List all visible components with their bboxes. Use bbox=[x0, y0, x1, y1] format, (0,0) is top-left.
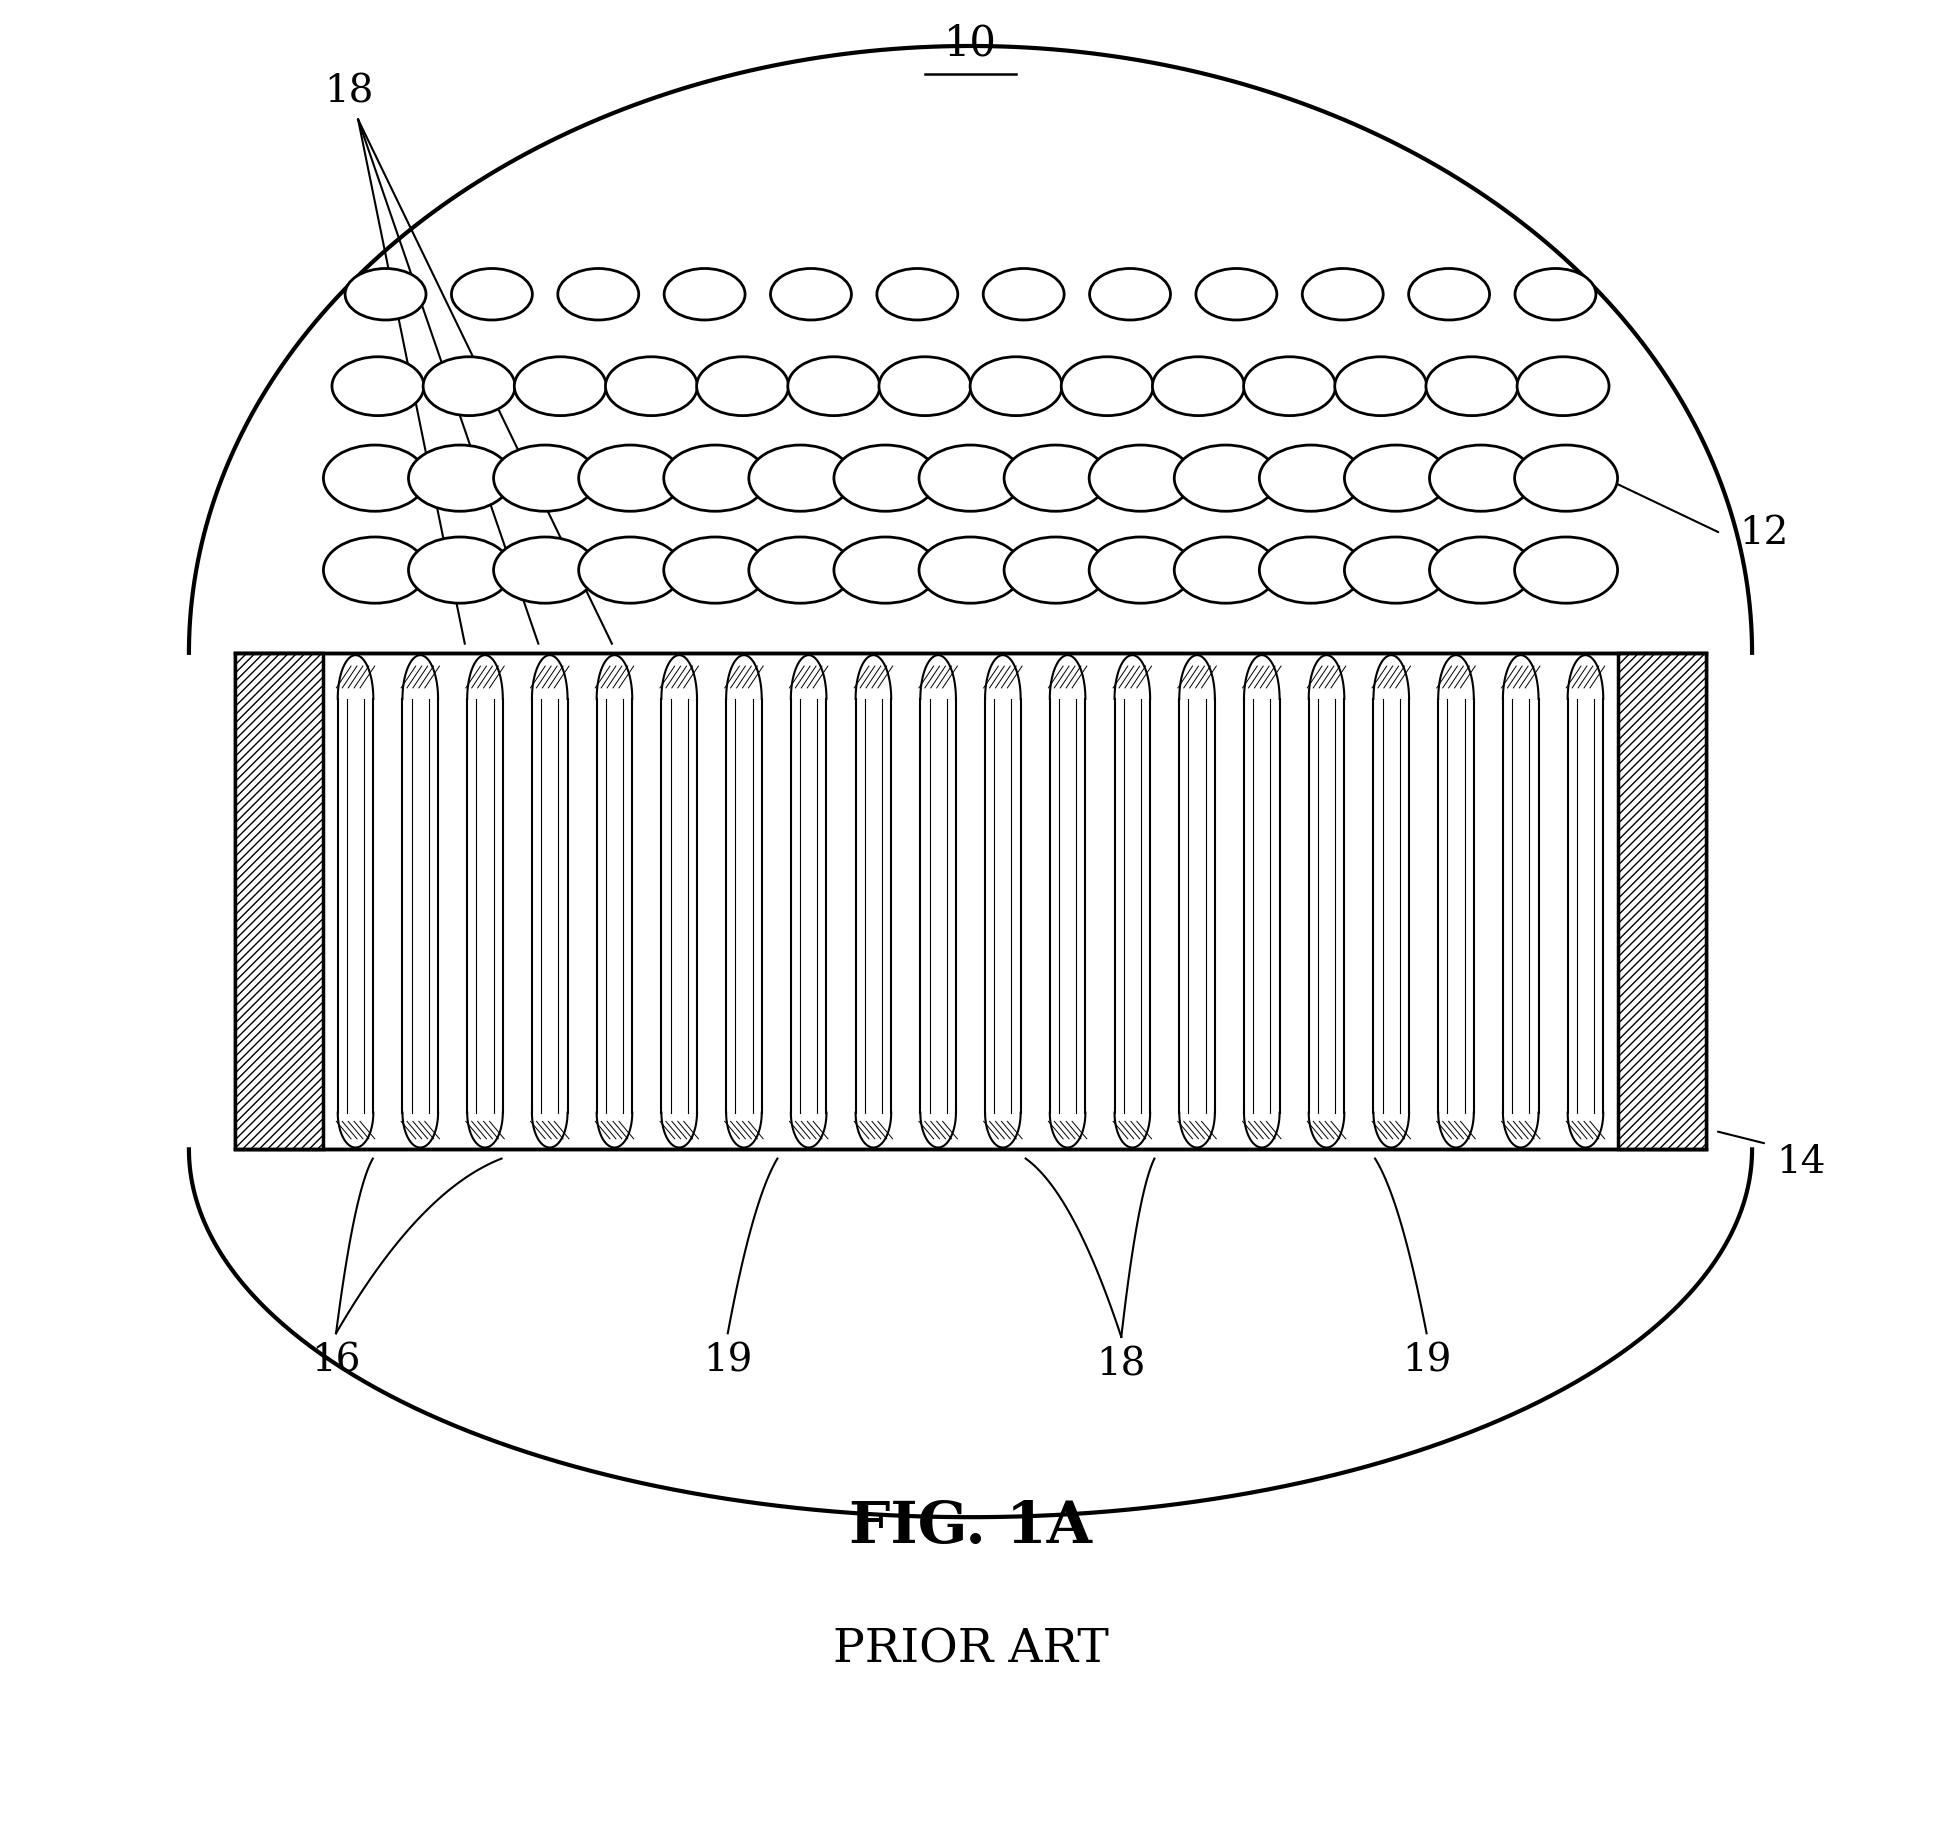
Ellipse shape bbox=[1089, 445, 1192, 511]
Ellipse shape bbox=[918, 537, 1023, 603]
Ellipse shape bbox=[1260, 445, 1363, 511]
Ellipse shape bbox=[1062, 357, 1153, 416]
Ellipse shape bbox=[557, 268, 639, 320]
Ellipse shape bbox=[408, 537, 512, 603]
Ellipse shape bbox=[1003, 537, 1106, 603]
Ellipse shape bbox=[493, 445, 596, 511]
Text: PRIOR ART: PRIOR ART bbox=[833, 1628, 1108, 1673]
Ellipse shape bbox=[1003, 445, 1106, 511]
Ellipse shape bbox=[749, 445, 852, 511]
Ellipse shape bbox=[970, 357, 1062, 416]
Ellipse shape bbox=[1302, 268, 1384, 320]
Bar bbox=[1619, 653, 1706, 1149]
Ellipse shape bbox=[1089, 537, 1192, 603]
Ellipse shape bbox=[324, 537, 427, 603]
Ellipse shape bbox=[1335, 357, 1427, 416]
Ellipse shape bbox=[324, 445, 427, 511]
Ellipse shape bbox=[578, 445, 681, 511]
Ellipse shape bbox=[1518, 357, 1609, 416]
Ellipse shape bbox=[1427, 357, 1518, 416]
Text: FIG. 1A: FIG. 1A bbox=[848, 1499, 1093, 1554]
Text: 12: 12 bbox=[1739, 515, 1788, 552]
Ellipse shape bbox=[1429, 445, 1533, 511]
Ellipse shape bbox=[493, 537, 596, 603]
Ellipse shape bbox=[1429, 537, 1533, 603]
Ellipse shape bbox=[1153, 357, 1244, 416]
Ellipse shape bbox=[877, 268, 957, 320]
Text: 16: 16 bbox=[311, 1342, 361, 1379]
Ellipse shape bbox=[1345, 445, 1448, 511]
Ellipse shape bbox=[1409, 268, 1489, 320]
Ellipse shape bbox=[879, 357, 970, 416]
Text: 14: 14 bbox=[1776, 1144, 1825, 1181]
Text: 19: 19 bbox=[703, 1342, 753, 1379]
Text: 18: 18 bbox=[1097, 1346, 1145, 1383]
Ellipse shape bbox=[771, 268, 852, 320]
Ellipse shape bbox=[984, 268, 1064, 320]
Ellipse shape bbox=[452, 268, 532, 320]
Ellipse shape bbox=[1516, 268, 1596, 320]
Bar bbox=[235, 653, 322, 1149]
Ellipse shape bbox=[1089, 268, 1170, 320]
Ellipse shape bbox=[835, 537, 938, 603]
Ellipse shape bbox=[514, 357, 606, 416]
Ellipse shape bbox=[606, 357, 697, 416]
Text: 10: 10 bbox=[943, 22, 998, 64]
Ellipse shape bbox=[1514, 537, 1617, 603]
Ellipse shape bbox=[918, 445, 1023, 511]
Ellipse shape bbox=[332, 357, 423, 416]
Ellipse shape bbox=[749, 537, 852, 603]
Ellipse shape bbox=[1514, 445, 1617, 511]
Ellipse shape bbox=[664, 445, 767, 511]
Ellipse shape bbox=[345, 268, 425, 320]
Ellipse shape bbox=[664, 268, 745, 320]
Ellipse shape bbox=[788, 357, 879, 416]
Ellipse shape bbox=[1345, 537, 1448, 603]
Bar bbox=[235, 653, 1706, 1149]
Ellipse shape bbox=[408, 445, 512, 511]
Text: 18: 18 bbox=[324, 74, 373, 110]
Ellipse shape bbox=[1174, 537, 1277, 603]
Ellipse shape bbox=[578, 537, 681, 603]
Ellipse shape bbox=[664, 537, 767, 603]
Ellipse shape bbox=[835, 445, 938, 511]
Text: 19: 19 bbox=[1401, 1342, 1452, 1379]
Ellipse shape bbox=[1174, 445, 1277, 511]
Ellipse shape bbox=[1244, 357, 1335, 416]
Ellipse shape bbox=[1260, 537, 1363, 603]
Ellipse shape bbox=[1196, 268, 1277, 320]
Ellipse shape bbox=[697, 357, 788, 416]
Ellipse shape bbox=[423, 357, 514, 416]
